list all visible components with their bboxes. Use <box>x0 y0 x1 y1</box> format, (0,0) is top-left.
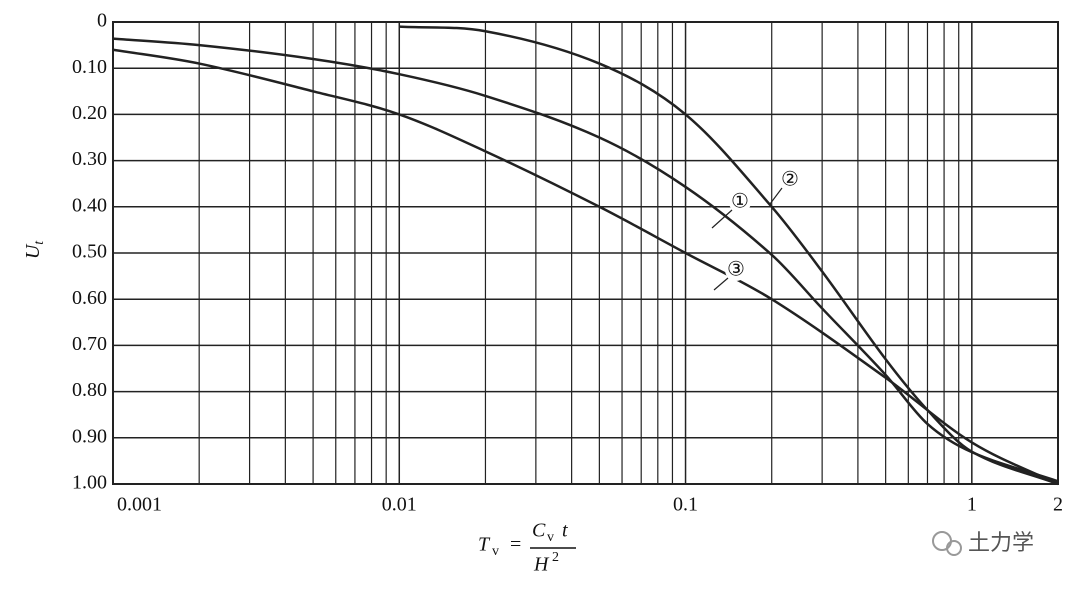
y-tick-label: 0.20 <box>72 102 107 124</box>
x-tick-label: 0.1 <box>673 494 698 516</box>
series-label: ③ <box>727 257 745 281</box>
y-tick-label: 0.50 <box>72 241 107 263</box>
y-tick-label: 0.40 <box>72 194 107 216</box>
x-tick-label: 1 <box>967 494 977 516</box>
watermark-icon <box>946 540 962 556</box>
y-tick-label: 0.60 <box>72 287 107 309</box>
leader-line <box>711 209 733 229</box>
curve <box>112 37 1059 483</box>
curve <box>112 48 1059 486</box>
x-tick-label: 0.01 <box>382 494 417 516</box>
y-tick-label: 0.90 <box>72 425 107 447</box>
y-tick-label: 1.00 <box>72 472 107 494</box>
x-label-num: C <box>532 520 546 542</box>
x-label-eq: = <box>510 534 521 556</box>
x-label-num-t: t <box>562 520 568 542</box>
x-label-den: H <box>533 554 550 576</box>
curve <box>399 25 1059 486</box>
y-tick-label: 0.70 <box>72 333 107 355</box>
x-label-num-sub: v <box>547 530 554 545</box>
y-tick-label: 0.10 <box>72 56 107 78</box>
x-tick-label: 0.001 <box>117 494 162 516</box>
series-label: ② <box>781 167 799 191</box>
label-circle <box>779 169 801 191</box>
x-label-lhs: T <box>478 534 491 556</box>
y-tick-label: 0 <box>97 10 107 32</box>
leader-line <box>769 187 783 205</box>
y-tick-label: 0.80 <box>72 379 107 401</box>
y-tick-label: 0.30 <box>72 148 107 170</box>
x-label-den-sup: 2 <box>552 550 559 565</box>
x-label-lhs-sub: v <box>492 544 499 559</box>
y-axis-label: Ut <box>22 240 48 259</box>
watermark: 土力学 <box>932 531 1034 556</box>
x-tick-label: 2 <box>1053 494 1063 516</box>
label-circle <box>729 191 751 213</box>
label-circle <box>725 259 747 281</box>
series-label: ① <box>731 189 749 213</box>
plot-frame <box>112 21 1059 485</box>
x-axis-label: T v = C v t H 2 <box>478 520 576 576</box>
watermark-text: 土力学 <box>968 531 1034 556</box>
leader-line <box>713 277 729 291</box>
